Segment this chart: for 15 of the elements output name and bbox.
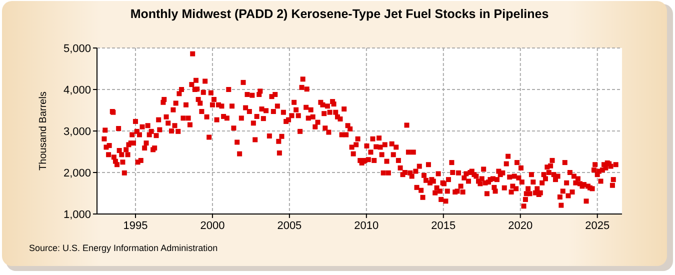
source-note: Source: U.S. Energy Information Administration: [29, 243, 218, 253]
y-axis-title: Thousand Barrels: [38, 92, 49, 170]
x-tick-label: 2000: [200, 220, 225, 232]
chart-title: Monthly Midwest (PADD 2) Kerosene-Type Jet Fuel Stocks in Pipelines: [130, 7, 549, 21]
x-tick-label: 2025: [585, 220, 610, 232]
y-tick-label: 3,000: [63, 126, 91, 138]
x-tick-label: 2010: [354, 220, 379, 232]
y-tick-label: 1,000: [63, 209, 91, 221]
x-tick-label: 1995: [123, 220, 148, 232]
y-tick-label: 5,000: [63, 43, 91, 55]
x-tick-label: 2005: [277, 220, 302, 232]
y-tick-label: 4,000: [63, 84, 91, 96]
x-tick-label: 2020: [508, 220, 533, 232]
y-tick-label: 2,000: [63, 168, 91, 180]
x-tick-label: 2015: [431, 220, 456, 232]
